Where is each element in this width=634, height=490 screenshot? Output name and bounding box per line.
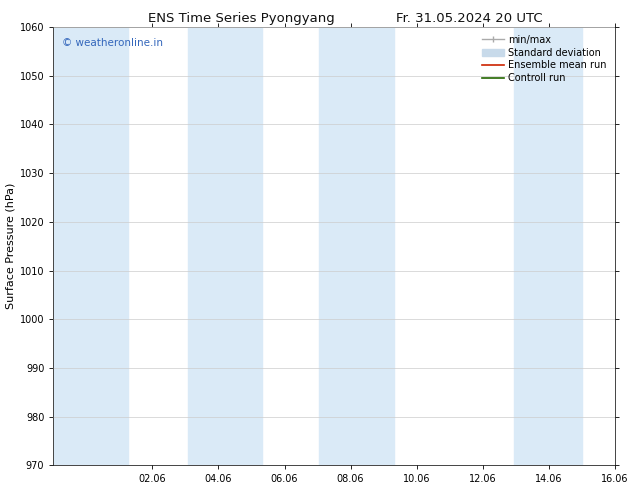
Bar xyxy=(188,27,262,465)
Y-axis label: Surface Pressure (hPa): Surface Pressure (hPa) xyxy=(6,183,16,309)
Bar xyxy=(53,27,129,465)
Bar xyxy=(514,27,581,465)
Bar xyxy=(319,27,394,465)
Text: Fr. 31.05.2024 20 UTC: Fr. 31.05.2024 20 UTC xyxy=(396,12,543,25)
Legend: min/max, Standard deviation, Ensemble mean run, Controll run: min/max, Standard deviation, Ensemble me… xyxy=(479,32,610,86)
Text: © weatheronline.in: © weatheronline.in xyxy=(61,38,163,48)
Text: ENS Time Series Pyongyang: ENS Time Series Pyongyang xyxy=(148,12,334,25)
